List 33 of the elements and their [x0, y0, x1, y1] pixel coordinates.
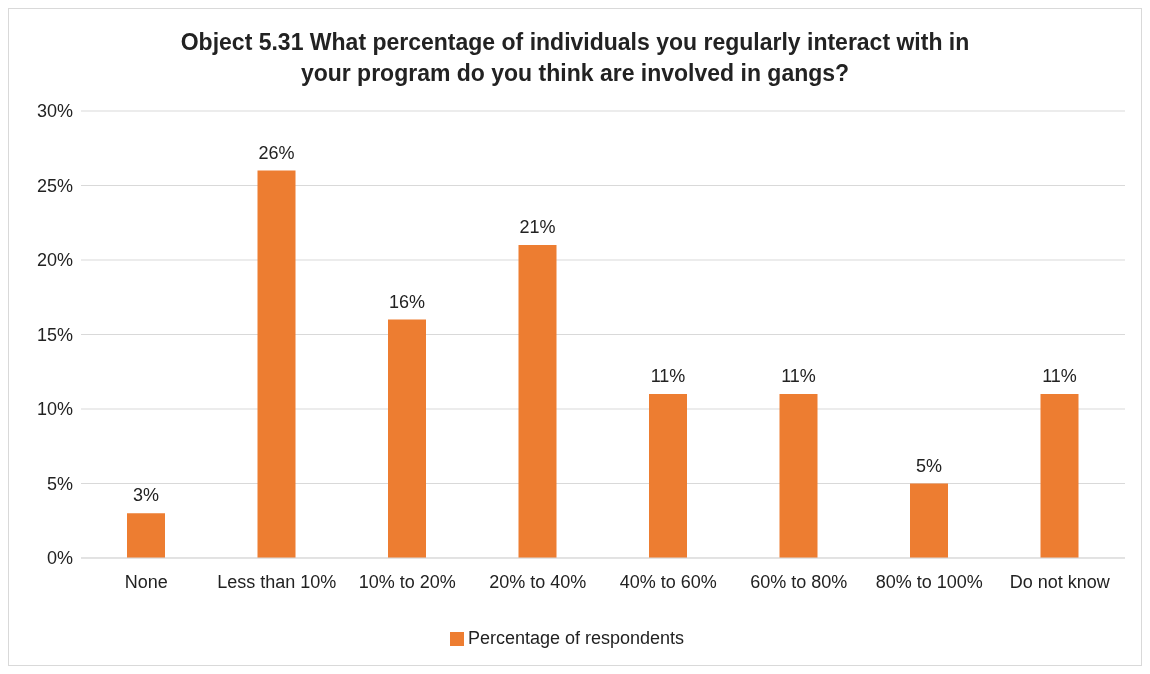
bar	[518, 245, 557, 558]
x-tick-label: 60% to 80%	[750, 572, 848, 592]
y-tick-label: 5%	[46, 473, 73, 494]
y-tick-label: 0%	[46, 548, 73, 569]
bar	[127, 513, 165, 558]
bar	[649, 394, 687, 558]
y-tick-label: 15%	[36, 324, 73, 345]
bar	[1040, 394, 1079, 558]
bar	[257, 170, 296, 558]
bar	[388, 319, 426, 558]
y-tick-label: 30%	[36, 101, 73, 122]
x-tick-label: 10% to 20%	[358, 572, 456, 592]
data-label: 3%	[132, 485, 160, 506]
y-tick-label: 20%	[36, 250, 73, 271]
data-label: 21%	[519, 217, 556, 238]
data-label: 5%	[915, 455, 943, 476]
x-tick-label: Do not know	[1009, 572, 1111, 592]
data-label: 11%	[1042, 366, 1077, 387]
y-tick-label: 10%	[36, 399, 73, 420]
data-label: 16%	[388, 291, 426, 312]
legend-label: Percentage of respondents	[467, 628, 685, 648]
data-label: 11%	[650, 366, 686, 387]
y-tick-label: 25%	[36, 175, 73, 196]
x-tick-label: 40% to 60%	[619, 572, 717, 592]
bar	[910, 483, 948, 558]
data-label: 11%	[781, 366, 816, 387]
x-tick-label: None	[124, 572, 168, 592]
x-tick-label: 20% to 40%	[489, 572, 587, 592]
chart-title: Object 5.31 What percentage of individuals you regularly interact with in your program do you think are involved in gangs?	[179, 28, 971, 88]
bar	[779, 394, 818, 558]
x-tick-label: 80% to 100%	[875, 572, 983, 592]
data-label: 26%	[258, 142, 295, 163]
x-tick-label: Less than 10%	[217, 572, 337, 592]
